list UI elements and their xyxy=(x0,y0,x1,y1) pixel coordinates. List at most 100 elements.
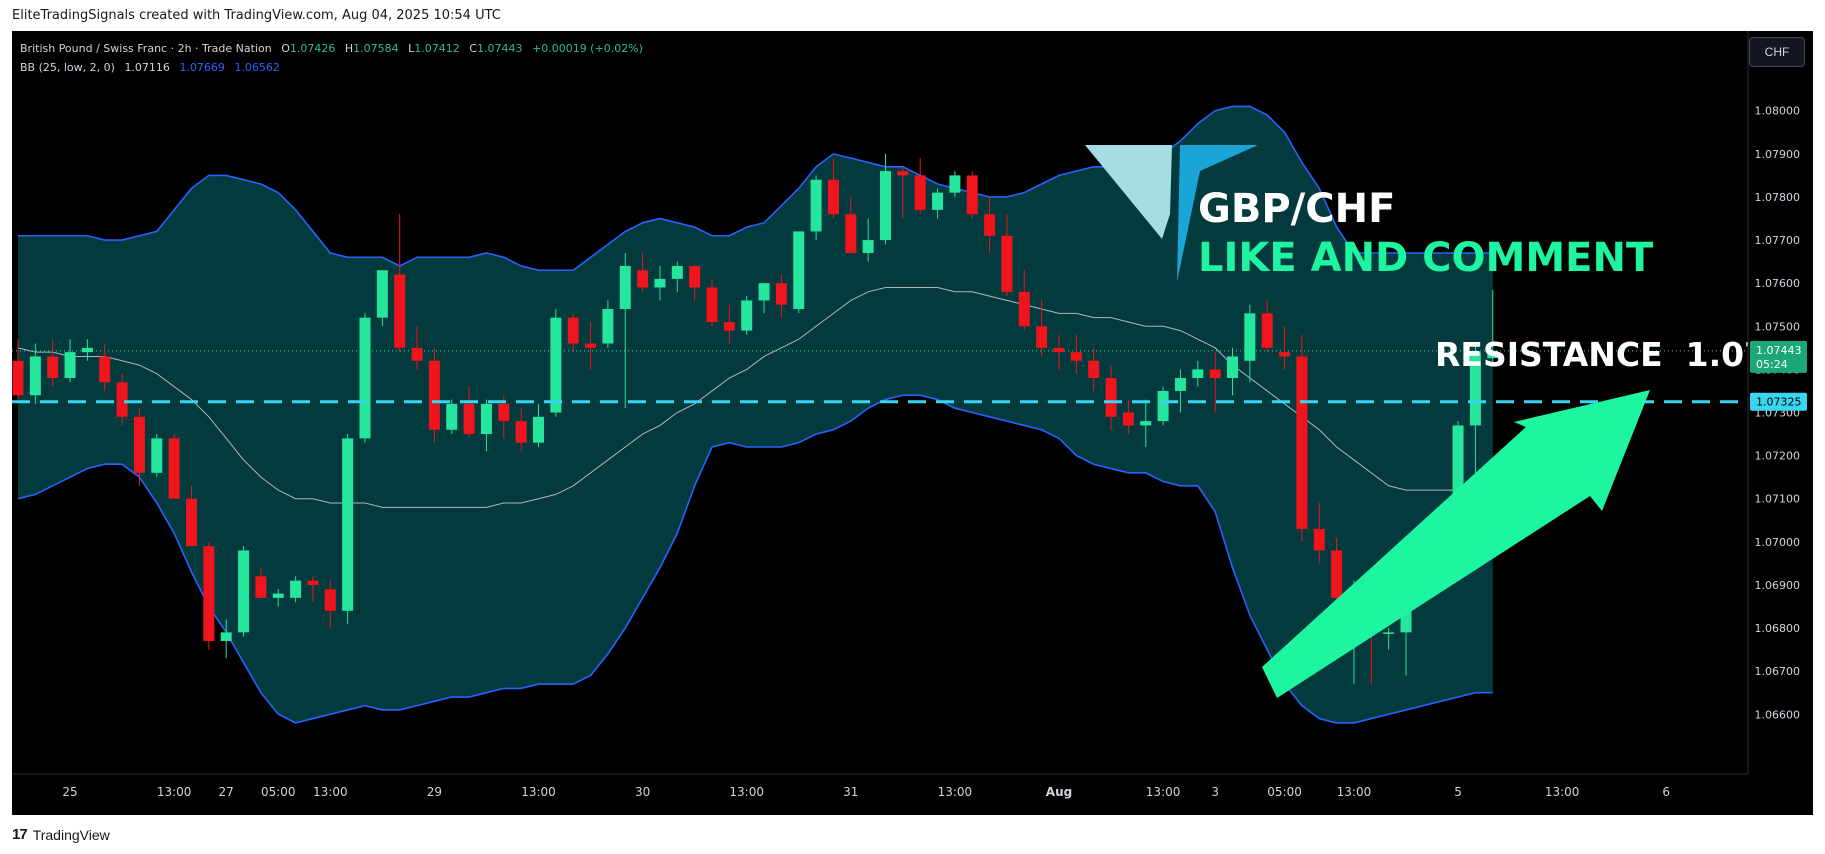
candle-down xyxy=(394,274,406,348)
candle-up xyxy=(151,438,163,473)
legend-bb-upper: 1.07669 xyxy=(179,61,225,74)
candle-down xyxy=(307,580,319,585)
time-tick-label: 27 xyxy=(219,785,234,799)
time-tick-label: 13:00 xyxy=(938,785,973,799)
candle-up xyxy=(654,278,666,288)
candle-down xyxy=(411,347,423,361)
candle-down xyxy=(168,438,180,499)
candle-up xyxy=(1487,350,1499,359)
candle-up xyxy=(619,265,631,310)
price-tick-label: 1.06700 xyxy=(1755,665,1801,678)
price-tick-label: 1.07200 xyxy=(1755,450,1801,463)
bollinger-lower-line xyxy=(17,394,1493,724)
time-tick-label: 13:00 xyxy=(521,785,556,799)
time-tick-label: 13:00 xyxy=(1337,785,1372,799)
candle-up xyxy=(29,356,41,396)
legend-low-label: L xyxy=(408,42,415,55)
time-tick-label: 13:00 xyxy=(313,785,348,799)
legend-close: 1.07443 xyxy=(476,42,523,55)
time-tick-label: 5 xyxy=(1454,785,1462,799)
candle-up xyxy=(793,231,805,310)
legend-change: +0.00019 (+0.02%) xyxy=(531,42,643,55)
candle-up xyxy=(272,593,284,598)
candle-up xyxy=(932,192,944,210)
candle-down xyxy=(1036,326,1048,348)
last-price-label: 1.07443 xyxy=(1756,344,1802,357)
candle-down xyxy=(428,360,440,430)
last-price-badge xyxy=(1750,340,1807,373)
annotation-subtitle: LIKE AND COMMENT xyxy=(1198,235,1654,281)
candle-up xyxy=(1383,632,1395,634)
candle-down xyxy=(637,270,649,288)
bollinger-upper-line xyxy=(18,105,1493,272)
price-tick-label: 1.07800 xyxy=(1755,191,1801,204)
candle-down xyxy=(116,382,128,417)
legend-bb-label: BB (25, low, 2, 0) xyxy=(20,61,115,74)
price-axis xyxy=(1748,31,1813,815)
candle-up xyxy=(1227,356,1238,379)
candle-down xyxy=(1209,369,1221,379)
candle-up xyxy=(810,179,822,232)
candle-down xyxy=(47,356,59,379)
candle-down xyxy=(1053,347,1065,353)
chart-area[interactable]: GBP/CHF LIKE AND COMMENT RESISTANCE 1.073 1… xyxy=(12,31,1813,815)
price-tick-label: 1.06900 xyxy=(1755,579,1801,592)
candle-down xyxy=(966,175,978,215)
candle-down xyxy=(1018,291,1030,327)
time-tick-label: 30 xyxy=(635,785,650,799)
countdown-label: 05:24 xyxy=(1756,358,1788,371)
price-tick-label: 1.07900 xyxy=(1755,148,1801,161)
resistance-label: RESISTANCE 1.073 xyxy=(1435,335,1790,374)
candle-down xyxy=(984,214,996,236)
candle-down xyxy=(1279,352,1291,357)
candle-up xyxy=(533,416,544,443)
candle-down xyxy=(186,498,197,547)
candle-down xyxy=(1261,313,1273,348)
chart-attribution: EliteTradingSignals created with Trading… xyxy=(12,8,501,23)
tradingview-logo-icon: 17 xyxy=(12,826,28,843)
candle-up xyxy=(1140,421,1152,426)
candle-up xyxy=(1174,378,1186,391)
price-tick-label: 1.07100 xyxy=(1755,493,1801,506)
candle-down xyxy=(515,421,527,443)
candle-down xyxy=(1331,550,1343,598)
candle-down xyxy=(12,360,24,396)
candle-down xyxy=(723,321,735,331)
time-tick-label: 13:00 xyxy=(1545,785,1580,799)
price-tick-label: 1.06600 xyxy=(1755,708,1801,721)
time-tick-label: 13:00 xyxy=(1146,785,1181,799)
candle-down xyxy=(775,283,787,305)
candle-up xyxy=(446,403,458,430)
time-tick-label: 29 xyxy=(427,785,442,799)
candle-down xyxy=(585,343,597,348)
candle-down xyxy=(1001,235,1013,292)
candle-down xyxy=(255,576,267,598)
time-tick-label: 31 xyxy=(843,785,858,799)
currency-button[interactable]: CHF xyxy=(1749,37,1805,67)
time-tick-label: Aug xyxy=(1046,785,1072,799)
candle-down xyxy=(1296,356,1308,529)
candle-up xyxy=(376,270,388,318)
bollinger-band-fill xyxy=(18,106,1493,723)
time-tick-label: 25 xyxy=(62,785,77,799)
candle-down xyxy=(914,175,926,210)
legend-symbol-row: British Pound / Swiss Franc · 2h · Trade… xyxy=(20,39,643,58)
legend-open: 1.07426 xyxy=(289,42,336,55)
candle-up xyxy=(220,632,232,641)
time-tick-label: 13:00 xyxy=(729,785,764,799)
price-tick-label: 1.07700 xyxy=(1755,234,1801,247)
candle-down xyxy=(897,171,909,176)
candle-down xyxy=(845,214,857,253)
candle-down xyxy=(463,403,475,435)
candle-down xyxy=(324,589,336,611)
resistance-price-badge xyxy=(1750,392,1807,411)
time-tick-label: 6 xyxy=(1662,785,1670,799)
candle-up xyxy=(342,438,354,611)
candle-up xyxy=(238,550,250,633)
candle-up xyxy=(1192,369,1204,379)
annotation-title: GBP/CHF xyxy=(1198,186,1395,232)
candle-up xyxy=(290,580,302,598)
bollinger-basis-line xyxy=(17,286,1493,508)
chart-legend: British Pound / Swiss Franc · 2h · Trade… xyxy=(20,39,643,77)
